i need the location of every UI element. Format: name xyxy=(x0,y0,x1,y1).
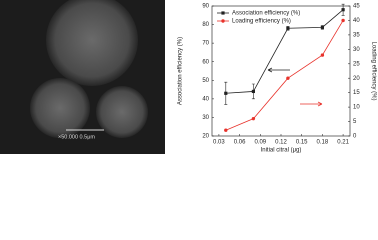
y-tick-label: 90 xyxy=(202,4,209,10)
arrow-left xyxy=(267,67,290,73)
y2-tick-label: 45 xyxy=(353,4,360,10)
y2-tick-label: 40 xyxy=(353,18,360,24)
data-point xyxy=(286,26,290,30)
data-point xyxy=(251,89,255,94)
data-point xyxy=(320,53,325,57)
y2-tick-label: 15 xyxy=(353,90,360,96)
legend-label: Association efficiency (%) xyxy=(232,11,300,17)
data-point xyxy=(224,128,228,132)
x-tick-label: 0.06 xyxy=(234,140,246,146)
y-axis-title: Association efficiency (%) xyxy=(178,37,184,105)
y-tick-label: 40 xyxy=(202,96,209,102)
sem-image: ×50.000 0.5μm xyxy=(0,0,165,154)
data-point xyxy=(224,91,228,95)
y2-tick-label: 5 xyxy=(353,119,357,125)
y2-tick-label: 35 xyxy=(353,32,360,38)
x-tick-label: 0.03 xyxy=(213,140,225,146)
x-tick-label: 0.09 xyxy=(254,140,266,146)
x-tick-label: 0.21 xyxy=(337,140,349,146)
y-tick-label: 50 xyxy=(202,78,209,84)
scale-label: ×50.000 0.5μm xyxy=(58,134,95,140)
plot-frame xyxy=(211,5,351,137)
arrow-right xyxy=(300,101,323,107)
y2-tick-label: 0 xyxy=(353,134,357,140)
y2-tick-label: 30 xyxy=(353,47,360,53)
y2-axis-title: Loading efficiency (%) xyxy=(370,42,376,101)
y-tick-label: 20 xyxy=(202,134,209,140)
legend-marker xyxy=(221,19,225,23)
legend-label: Loading efficiency (%) xyxy=(232,19,291,25)
figure: ×50.000 0.5μm Initial citral (μg) Associ… xyxy=(0,0,376,154)
y2-tick-label: 20 xyxy=(353,76,360,82)
x-tick-label: 0.12 xyxy=(275,140,287,146)
y-tick-label: 30 xyxy=(202,115,209,121)
data-point xyxy=(286,76,290,80)
data-point xyxy=(320,25,324,29)
y-tick-label: 70 xyxy=(202,41,209,47)
y2-tick-label: 10 xyxy=(353,105,360,111)
x-axis-title: Initial citral (μg) xyxy=(261,148,302,154)
x-tick-label: 0.18 xyxy=(317,140,329,146)
legend-marker xyxy=(221,11,225,15)
data-point xyxy=(341,8,345,12)
y-tick-label: 80 xyxy=(202,22,209,28)
data-point xyxy=(341,18,345,23)
x-tick-label: 0.15 xyxy=(296,140,308,146)
series-line xyxy=(225,20,344,131)
data-point xyxy=(251,116,256,121)
y2-tick-label: 25 xyxy=(353,61,360,67)
y-tick-label: 60 xyxy=(202,59,209,65)
